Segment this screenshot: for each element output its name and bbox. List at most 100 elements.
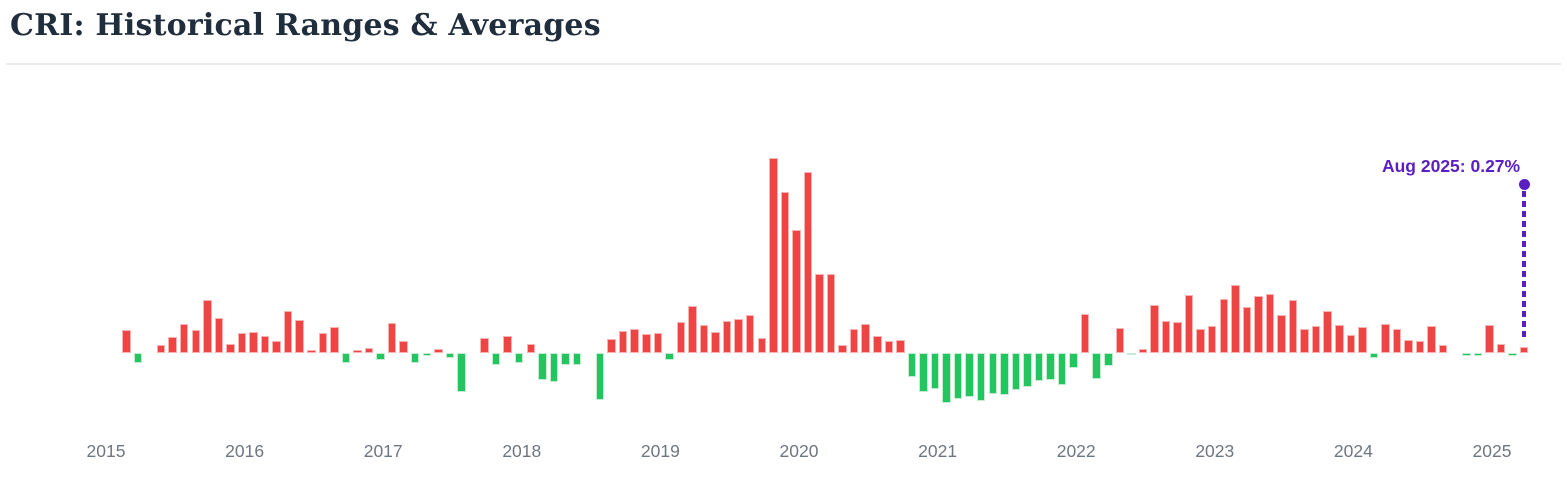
bar-2023-05[interactable]	[1207, 326, 1217, 353]
bar-2018-02[interactable]	[480, 337, 489, 353]
bar-2025-07[interactable]	[1508, 353, 1517, 357]
bar-2023-09[interactable]	[1254, 296, 1263, 353]
bar-2016-05[interactable]	[237, 333, 247, 353]
bar-2018-12[interactable]	[595, 353, 605, 400]
bar-2024-01[interactable]	[1300, 328, 1309, 353]
bar-2021-09[interactable]	[976, 353, 986, 402]
bar-2016-04[interactable]	[226, 344, 235, 353]
bar-2020-04[interactable]	[780, 192, 790, 353]
bar-2023-11[interactable]	[1277, 315, 1286, 353]
bar-2025-03[interactable]	[1462, 353, 1471, 357]
bar-2017-09[interactable]	[422, 353, 432, 357]
bar-2018-06[interactable]	[526, 344, 536, 353]
bar-2019-03[interactable]	[630, 329, 639, 353]
bar-2023-04[interactable]	[1196, 328, 1205, 353]
bar-2015-07[interactable]	[122, 330, 131, 353]
bar-2016-03[interactable]	[214, 317, 224, 353]
bar-2018-07[interactable]	[538, 353, 547, 380]
bar-2016-02[interactable]	[203, 299, 212, 353]
bar-2022-01[interactable]	[1023, 353, 1032, 387]
bar-2020-11[interactable]	[861, 324, 870, 353]
bar-2020-06[interactable]	[803, 171, 813, 353]
bar-2021-02[interactable]	[896, 340, 905, 353]
bar-2021-07[interactable]	[953, 353, 963, 399]
bar-2021-03[interactable]	[907, 353, 917, 377]
bar-2017-01[interactable]	[330, 326, 339, 353]
bar-2019-10[interactable]	[711, 331, 720, 353]
bar-2017-12[interactable]	[457, 353, 466, 393]
bar-2016-07[interactable]	[260, 335, 270, 353]
bar-2017-04[interactable]	[364, 348, 374, 353]
bar-2023-08[interactable]	[1242, 307, 1252, 353]
bar-2023-01[interactable]	[1161, 321, 1171, 353]
bar-2019-01[interactable]	[607, 339, 616, 353]
bar-2025-06[interactable]	[1496, 344, 1506, 353]
bar-2021-01[interactable]	[884, 340, 894, 353]
bar-2019-11[interactable]	[722, 321, 732, 353]
bar-2016-01[interactable]	[191, 330, 201, 353]
bar-2022-07[interactable]	[1092, 353, 1101, 379]
bar-2023-06[interactable]	[1219, 298, 1229, 353]
bar-2020-07[interactable]	[815, 274, 824, 353]
bar-2020-10[interactable]	[849, 329, 859, 353]
bar-2017-10[interactable]	[434, 349, 443, 353]
bar-2024-06[interactable]	[1358, 326, 1367, 353]
bar-2022-09[interactable]	[1115, 327, 1125, 353]
bar-2018-08[interactable]	[549, 353, 559, 382]
bar-2020-01[interactable]	[745, 315, 755, 353]
bar-2025-05[interactable]	[1485, 325, 1494, 353]
bar-2022-08[interactable]	[1104, 353, 1113, 367]
bar-2023-12[interactable]	[1288, 299, 1298, 353]
bar-2021-05[interactable]	[930, 353, 940, 389]
bar-2023-03[interactable]	[1184, 295, 1194, 353]
bar-2019-12[interactable]	[734, 319, 743, 353]
bar-2021-12[interactable]	[1011, 353, 1021, 390]
bar-2019-04[interactable]	[642, 333, 651, 353]
bar-2016-11[interactable]	[307, 349, 316, 353]
bar-2024-11[interactable]	[1415, 341, 1425, 353]
bar-2016-10[interactable]	[295, 320, 304, 353]
bar-2021-08[interactable]	[965, 353, 974, 398]
bar-2020-03[interactable]	[769, 157, 778, 353]
bar-2024-12[interactable]	[1427, 326, 1436, 353]
bar-2020-12[interactable]	[873, 335, 882, 353]
bar-2018-05[interactable]	[514, 353, 524, 363]
bar-2017-05[interactable]	[376, 353, 385, 361]
bar-2016-09[interactable]	[283, 311, 293, 353]
bar-2015-11[interactable]	[168, 336, 177, 353]
bar-2020-09[interactable]	[838, 344, 847, 353]
bar-2022-06[interactable]	[1080, 313, 1090, 353]
bar-2018-10[interactable]	[572, 353, 582, 365]
bar-2015-12[interactable]	[179, 324, 189, 353]
bar-2024-07[interactable]	[1369, 353, 1379, 358]
bar-2017-03[interactable]	[353, 349, 362, 353]
bar-2025-08[interactable]	[1519, 346, 1529, 353]
bar-2019-07[interactable]	[676, 322, 686, 353]
bar-2024-03[interactable]	[1323, 311, 1332, 353]
bar-2025-01[interactable]	[1438, 345, 1448, 353]
bar-2017-11[interactable]	[445, 353, 455, 358]
bar-2023-07[interactable]	[1231, 284, 1240, 353]
bar-2016-12[interactable]	[318, 333, 328, 353]
bar-2020-08[interactable]	[826, 274, 836, 353]
bar-2019-02[interactable]	[618, 331, 628, 353]
bar-2022-05[interactable]	[1069, 353, 1078, 368]
bar-2015-10[interactable]	[156, 344, 166, 353]
bar-2024-09[interactable]	[1392, 328, 1402, 353]
bar-2024-04[interactable]	[1335, 324, 1344, 353]
bar-2022-04[interactable]	[1057, 353, 1067, 386]
bar-2018-04[interactable]	[503, 335, 512, 353]
bar-2018-03[interactable]	[491, 353, 501, 366]
bar-2016-06[interactable]	[249, 331, 258, 353]
bar-2019-09[interactable]	[699, 325, 709, 353]
bar-2016-08[interactable]	[272, 340, 281, 353]
bar-2023-02[interactable]	[1173, 322, 1182, 353]
bar-2017-08[interactable]	[410, 353, 420, 363]
bar-2022-02[interactable]	[1034, 353, 1044, 381]
bar-2019-06[interactable]	[665, 353, 674, 361]
bar-2017-07[interactable]	[399, 340, 408, 353]
bar-2024-02[interactable]	[1311, 326, 1321, 353]
bar-2025-04[interactable]	[1473, 353, 1483, 356]
bar-2020-02[interactable]	[757, 338, 767, 353]
bar-2017-02[interactable]	[341, 353, 351, 363]
